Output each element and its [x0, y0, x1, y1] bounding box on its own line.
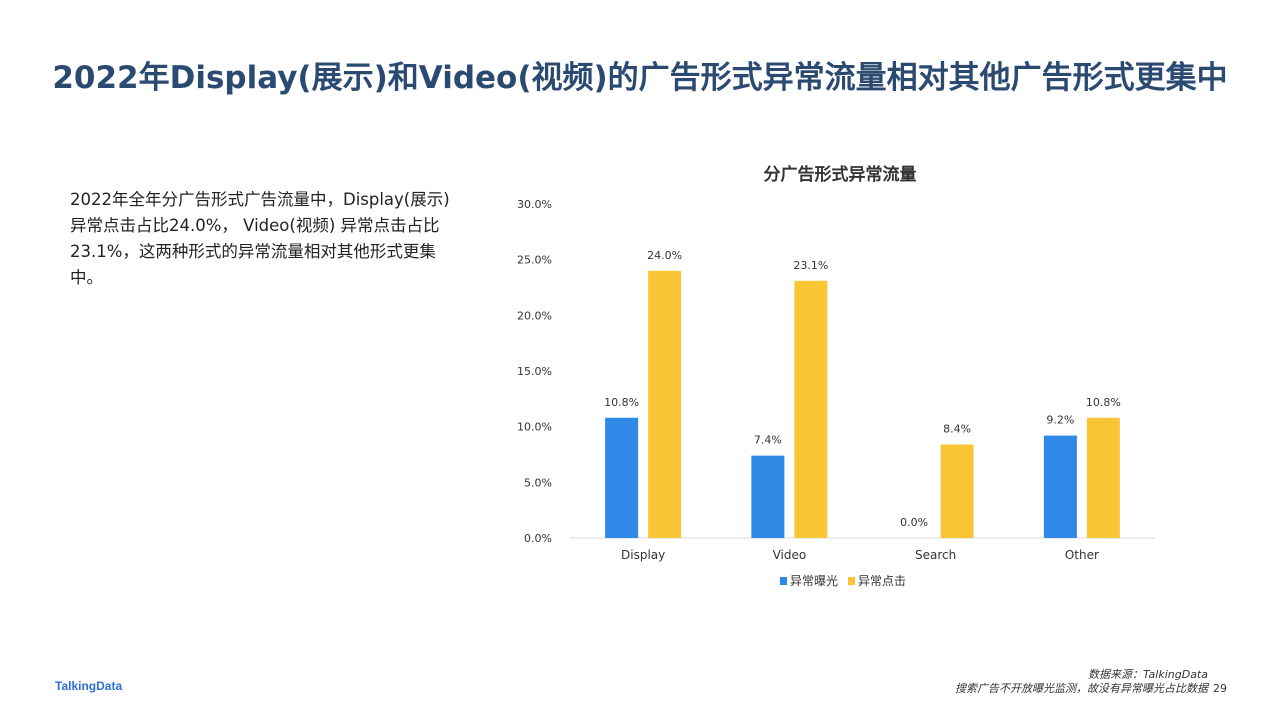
legend-label: 异常点击 — [858, 574, 906, 588]
x-tick-label: Search — [915, 548, 956, 562]
x-tick-label: Other — [1065, 548, 1099, 562]
bar-video-click — [794, 280, 828, 538]
bars — [605, 270, 1120, 538]
chart-title: 分广告形式异常流量 — [764, 164, 917, 185]
y-tick-label: 30.0% — [517, 198, 552, 211]
data-label: 7.4% — [754, 434, 782, 447]
data-label: 23.1% — [793, 259, 828, 272]
data-label: 0.0% — [900, 516, 928, 529]
y-tick-label: 25.0% — [517, 254, 552, 267]
data-labels: 10.8% 24.0% 7.4% 23.1% 0.0% 8.4% 9.2% 10.8% — [604, 249, 1121, 529]
bar-display-click — [648, 270, 682, 538]
data-label: 10.8% — [604, 396, 639, 409]
data-label: 8.4% — [943, 422, 971, 435]
legend-swatch — [780, 577, 787, 585]
footnote: 数据来源：TalkingData 搜索广告不开放曝光监测，故没有异常曝光占比数据 — [955, 668, 1208, 696]
page-title: 2022年Display(展示)和Video(视频)的广告形式异常流量相对其他广… — [52, 60, 1228, 96]
data-source: 数据来源：TalkingData — [1087, 668, 1208, 681]
bar-other-exposure — [1043, 435, 1077, 538]
legend-label: 异常曝光 — [790, 574, 838, 588]
y-tick-label: 5.0% — [524, 476, 552, 489]
y-tick-label: 15.0% — [517, 365, 552, 378]
summary-text: 2022年全年分广告形式广告流量中，Display(展示)异常点击占比24.0%… — [70, 190, 450, 287]
legend-swatch — [848, 577, 855, 585]
data-label: 9.2% — [1046, 414, 1074, 427]
bar-video-exposure — [751, 455, 785, 538]
talkingdata-logo: TalkingData — [55, 679, 123, 693]
data-label: 10.8% — [1086, 396, 1121, 409]
x-tick-label: Display — [621, 548, 665, 562]
bar-other-click — [1086, 417, 1120, 538]
page-number: 29 — [1213, 682, 1227, 695]
category-labels: Display Video Search Other — [621, 548, 1099, 562]
data-label: 24.0% — [647, 249, 682, 262]
bar-display-exposure — [605, 417, 639, 538]
x-tick-label: Video — [773, 548, 807, 562]
bar-chart: 分广告形式异常流量 0.0% 5.0% 10.0% 15.0% 20.0% 25.0% 30… — [517, 164, 1155, 588]
legend: 异常曝光 异常点击 — [780, 574, 906, 588]
y-tick-label: 20.0% — [517, 309, 552, 322]
y-tick-label: 10.0% — [517, 421, 552, 434]
y-tick-label: 0.0% — [524, 532, 552, 545]
footnote-note: 搜索广告不开放曝光监测，故没有异常曝光占比数据 — [955, 682, 1208, 695]
y-axis-ticks: 0.0% 5.0% 10.0% 15.0% 20.0% 25.0% 30.0% — [517, 198, 552, 545]
bar-search-click — [940, 444, 974, 538]
